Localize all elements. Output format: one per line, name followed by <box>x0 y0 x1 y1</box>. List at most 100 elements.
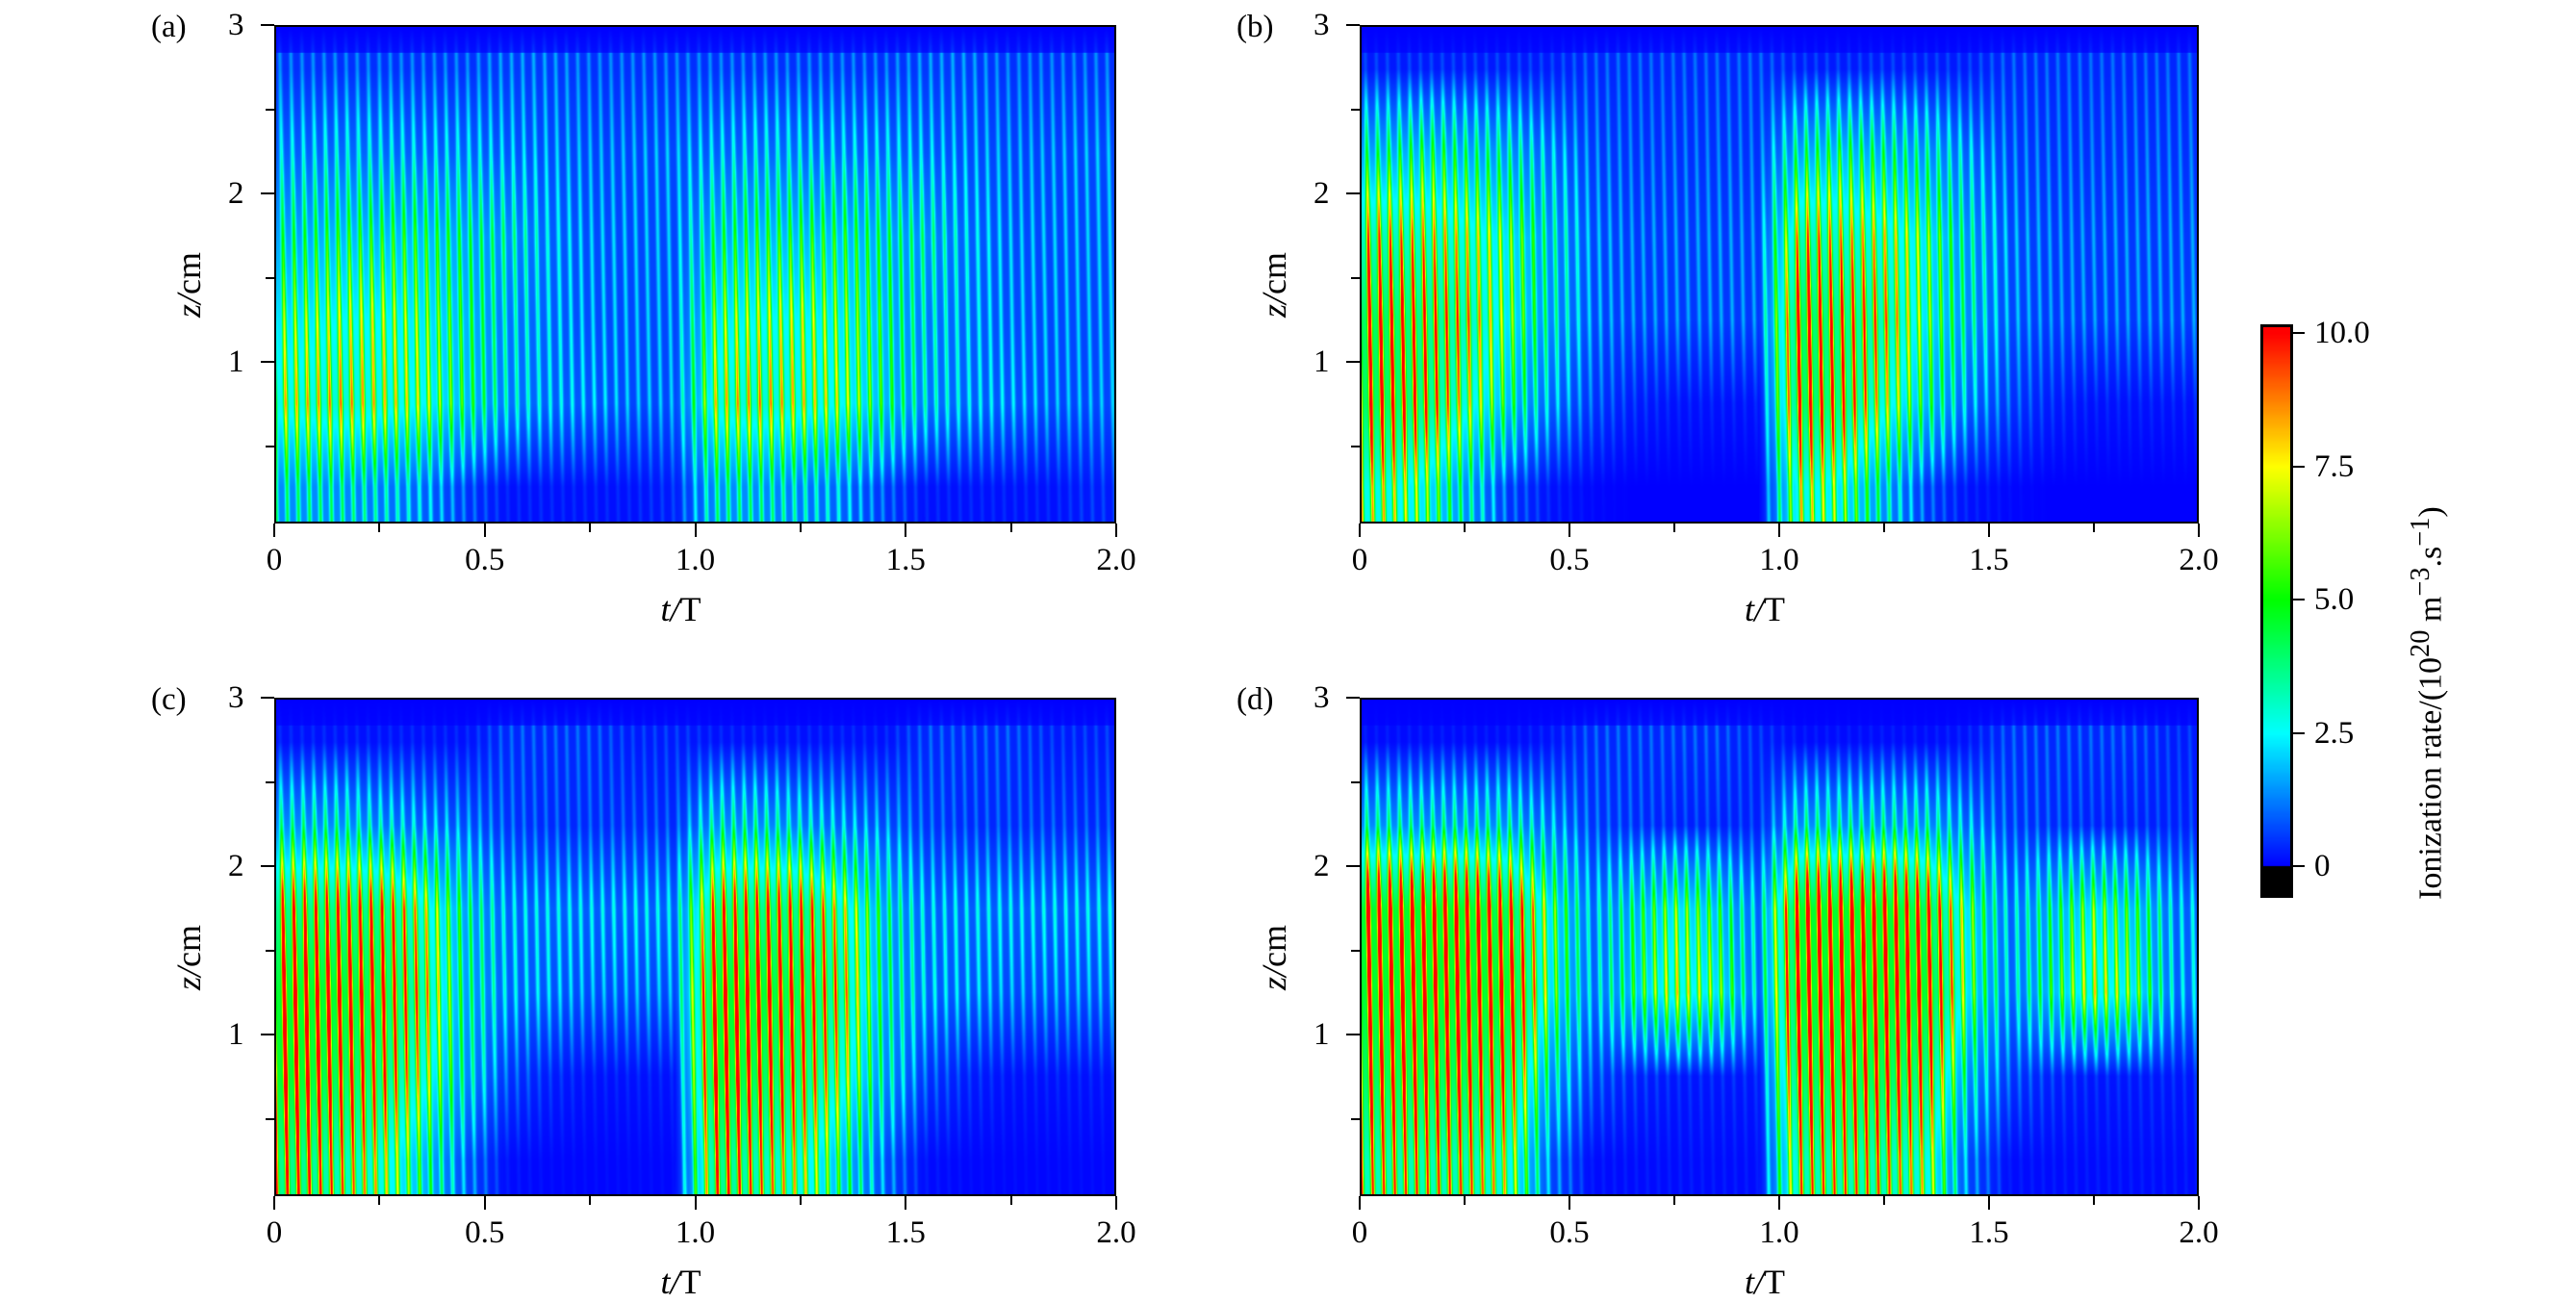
x-minor-tick <box>1464 524 1466 532</box>
x-major-tick <box>1569 524 1570 537</box>
y-axis-label: z/cm <box>169 252 208 318</box>
y-minor-tick <box>266 780 274 783</box>
x-major-tick <box>905 524 907 537</box>
colorbar-tick <box>2293 865 2305 867</box>
x-major-tick <box>694 524 697 537</box>
x-axis-label: t/T <box>660 590 701 628</box>
y-tick-label: 3 <box>1314 8 1330 42</box>
x-tick-label: 0.5 <box>465 543 505 577</box>
x-tick-label: 1.5 <box>1969 543 2009 577</box>
heatmap-plot-b <box>1360 25 2199 524</box>
x-major-tick <box>1778 524 1780 537</box>
x-minor-tick <box>1673 524 1675 532</box>
y-minor-tick <box>266 108 274 111</box>
y-major-tick <box>1346 865 1360 867</box>
colorbar-tick-label: 2.5 <box>2314 715 2355 751</box>
colorbar-tick <box>2293 332 2305 334</box>
x-major-tick <box>483 524 486 537</box>
colorbar-tick <box>2293 599 2305 600</box>
colorbar-label-suffix: ) <box>2412 506 2449 518</box>
y-major-tick <box>261 24 274 26</box>
x-minor-tick <box>799 524 802 532</box>
x-tick-label: 0.5 <box>1549 543 1590 577</box>
x-major-tick <box>1359 524 1361 537</box>
heatmap-plot-c <box>274 698 1116 1196</box>
x-major-tick <box>694 1196 697 1210</box>
colorbar-label-exp: −3 <box>2406 567 2436 597</box>
y-minor-tick <box>266 445 274 447</box>
colorbar-tick-label: 5.0 <box>2314 582 2355 617</box>
x-tick-label: 0 <box>266 543 283 577</box>
colorbar-tick-label: 10.0 <box>2314 316 2370 350</box>
x-tick-label: 1.0 <box>675 543 716 577</box>
x-major-tick <box>273 1196 275 1210</box>
x-tick-label: 0 <box>1351 543 1368 577</box>
colorbar-tick-label: 7.5 <box>2314 448 2355 484</box>
x-minor-tick <box>1464 1196 1466 1205</box>
x-tick-label: 1.0 <box>1759 543 1799 577</box>
panel-label: (a) <box>151 10 187 44</box>
y-axis-label: z/cm <box>1255 925 1293 990</box>
y-tick-label: 3 <box>1314 680 1330 715</box>
x-tick-label: 2.0 <box>1096 1215 1136 1250</box>
x-minor-tick <box>378 1196 381 1205</box>
y-tick-label: 1 <box>228 345 244 379</box>
colorbar-label-prefix: Ionization rate/(10 <box>2412 656 2449 900</box>
x-tick-label: 0 <box>266 1215 283 1250</box>
panel-label: (d) <box>1237 682 1274 717</box>
x-tick-label: 2.0 <box>1096 543 1136 577</box>
colorbar-label-unit: m <box>2412 596 2449 630</box>
y-minor-tick <box>1351 780 1360 783</box>
y-major-tick <box>261 697 274 699</box>
y-tick-label: 3 <box>228 680 244 715</box>
x-tick-label: 1.0 <box>1759 1215 1799 1250</box>
y-major-tick <box>261 361 274 363</box>
x-tick-label: 1.0 <box>675 1215 716 1250</box>
colorbar-tick <box>2293 731 2305 734</box>
x-minor-tick <box>799 1196 802 1205</box>
y-minor-tick <box>1351 1117 1360 1120</box>
y-minor-tick <box>1351 108 1360 111</box>
x-minor-tick <box>2093 524 2095 532</box>
x-major-tick <box>1115 1196 1117 1210</box>
y-tick-label: 2 <box>1314 176 1330 211</box>
y-tick-label: 2 <box>228 176 244 211</box>
x-tick-label: 0.5 <box>465 1215 505 1250</box>
heatmap-canvas <box>1362 27 2197 522</box>
y-major-tick <box>261 1034 274 1035</box>
heatmap-plot-d <box>1360 698 2199 1196</box>
x-minor-tick <box>1673 1196 1675 1205</box>
y-major-tick <box>1346 697 1360 699</box>
y-tick-label: 1 <box>228 1017 244 1052</box>
y-tick-label: 1 <box>1314 345 1330 379</box>
x-tick-label: 1.5 <box>1969 1215 2009 1250</box>
x-major-tick <box>1115 524 1117 537</box>
y-major-tick <box>1346 361 1360 363</box>
x-axis-label: t/T <box>1745 1263 1786 1301</box>
x-major-tick <box>1988 524 1990 537</box>
x-tick-label: 2.0 <box>2179 1215 2219 1250</box>
heatmap-plot-a <box>274 25 1116 524</box>
x-tick-label: 2.0 <box>2179 543 2219 577</box>
y-minor-tick <box>1351 445 1360 447</box>
x-minor-tick <box>1883 1196 1885 1205</box>
y-minor-tick <box>1351 276 1360 279</box>
x-major-tick <box>273 524 275 537</box>
x-major-tick <box>2198 1196 2200 1210</box>
x-major-tick <box>1569 1196 1570 1210</box>
x-minor-tick <box>378 524 381 532</box>
y-tick-label: 2 <box>228 849 244 883</box>
x-minor-tick <box>589 1196 592 1205</box>
colorbar-tick <box>2293 465 2305 468</box>
colorbar <box>2260 324 2293 898</box>
x-major-tick <box>1778 1196 1780 1210</box>
colorbar-tick-label: 0 <box>2314 849 2331 883</box>
y-tick-label: 3 <box>228 8 244 42</box>
x-axis-label: t/T <box>660 1263 701 1301</box>
x-tick-label: 0.5 <box>1549 1215 1590 1250</box>
panel-label: (c) <box>151 682 187 717</box>
y-minor-tick <box>266 276 274 279</box>
y-minor-tick <box>1351 949 1360 952</box>
y-minor-tick <box>266 1117 274 1120</box>
colorbar-label-unit: .s <box>2412 546 2449 568</box>
